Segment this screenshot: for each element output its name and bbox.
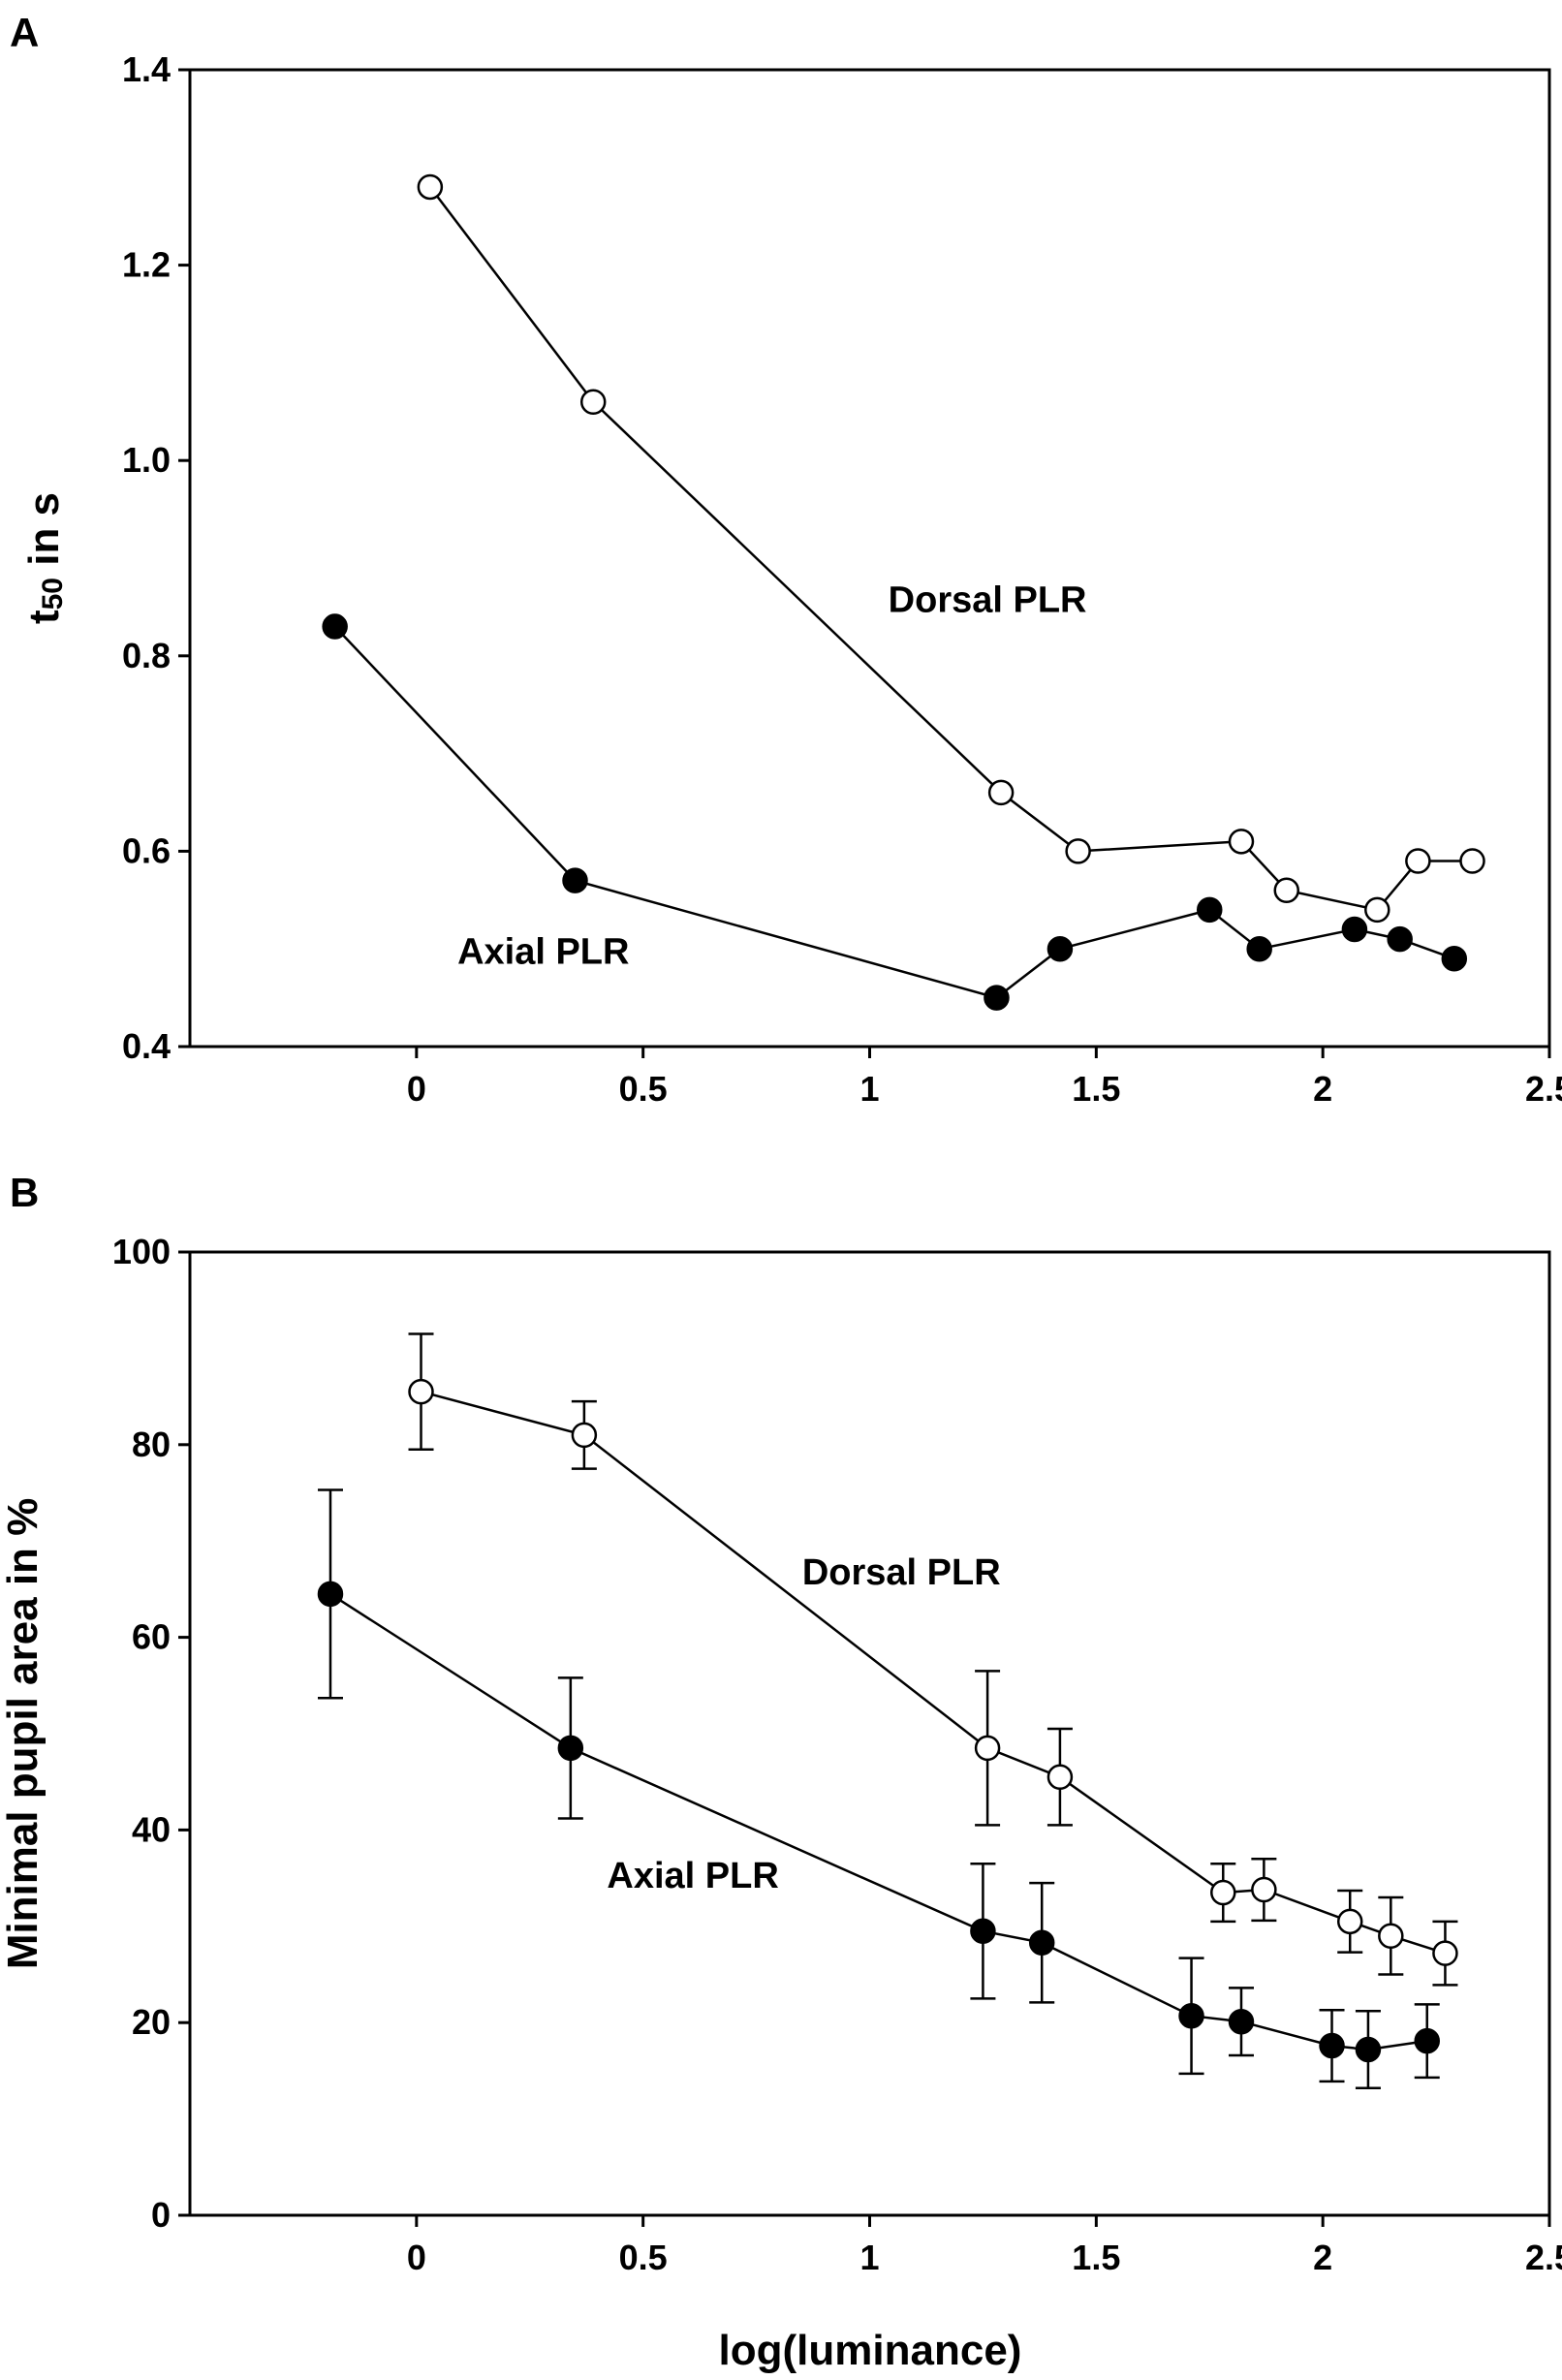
dorsal-plr-point: [987, 779, 1015, 806]
dorsal-plr-point: [1273, 877, 1300, 903]
axial-plr-point: [1387, 925, 1413, 953]
dorsal-plr-point: [974, 1735, 1001, 1762]
axial-plr-point: [970, 1918, 996, 1945]
x-tick-label: 1.5: [1072, 1069, 1120, 1109]
y-tick-label: 100: [112, 1232, 171, 1271]
dorsal-plr-point: [1336, 1908, 1363, 1935]
dorsal-plr-point: [1459, 848, 1485, 874]
axial-plr-point: [1441, 946, 1468, 972]
series-annotation: Axial PLR: [607, 1856, 778, 1896]
series-annotation: Axial PLR: [457, 931, 629, 972]
dorsal-plr-point: [1065, 838, 1091, 864]
x-tick-label: 1: [859, 1069, 879, 1109]
annotations-b: Dorsal PLR Axial PLR: [607, 1552, 1000, 1896]
axial-plr-point: [984, 985, 1010, 1011]
dorsal-plr-point: [408, 1378, 434, 1405]
x-tick-label: 0: [407, 2238, 426, 2277]
x-tick-label: 1.5: [1072, 2238, 1120, 2277]
dorsal-plr-point: [417, 173, 444, 201]
y-tick-label: 40: [132, 1809, 171, 1849]
x-axis-b: 0 0.5 1 1.5 2 2.5: [407, 2215, 1562, 2277]
annotations-a: Dorsal PLR Axial PLR: [457, 579, 1086, 972]
dorsal-plr-point: [579, 389, 607, 415]
x-tick-label: 0: [407, 1069, 426, 1109]
x-tick-label: 2: [1313, 1069, 1332, 1109]
y-axis-title-b: Minimal pupil area in %: [0, 1498, 47, 1970]
y-tick-label: 1.2: [122, 245, 171, 285]
dorsal-plr-point: [1378, 1923, 1404, 1949]
axial-plr-point: [1341, 916, 1368, 943]
axial-plr-point: [1178, 2002, 1204, 2029]
y-tick-label: 0.8: [122, 636, 171, 675]
axial-plr-point: [1228, 2008, 1255, 2035]
dorsal-plr-point: [1432, 1940, 1458, 1966]
axial-plr-point: [1246, 935, 1272, 962]
y-tick-label: 0.6: [122, 830, 171, 870]
dorsal-plr-point: [1047, 1764, 1074, 1790]
y-tick-label: 0: [151, 2195, 171, 2235]
dorsal-plr-line: [421, 1390, 1446, 1955]
dorsal-plr-point: [1251, 1876, 1277, 1903]
dorsal-plr-line: [428, 186, 1473, 912]
dorsal-plr-point: [1364, 896, 1390, 924]
axial-plr-point: [562, 867, 588, 893]
y-tick-label: 20: [132, 2002, 171, 2042]
y-tick-label: 60: [132, 1617, 171, 1657]
y-axis-title-a: t50 in s: [20, 492, 69, 624]
axial-plr-point: [1197, 896, 1223, 924]
dorsal-plr-point: [1228, 829, 1255, 855]
x-axis-title-b: log(luminance): [719, 2327, 1022, 2374]
x-tick-label: 2: [1313, 2238, 1332, 2277]
dorsal-plr-point: [1405, 848, 1431, 874]
dorsal-plr-point: [1210, 1879, 1236, 1906]
axial-plr-point: [1414, 2027, 1440, 2054]
axial-plr-point: [1028, 1929, 1055, 1956]
y-tick-label: 0.4: [122, 1026, 171, 1066]
axial-plr-point: [1319, 2032, 1345, 2059]
series-group-a: [322, 173, 1485, 1011]
panel-label-b: B: [10, 1170, 39, 1215]
x-tick-label: 0.5: [619, 1069, 668, 1109]
plot-frame-b: [188, 1250, 1551, 2217]
x-tick-label: 2.5: [1525, 2238, 1562, 2277]
x-axis-a: 0 0.5 1 1.5 2 2.5: [407, 1047, 1562, 1109]
plot-frame-a: [188, 68, 1551, 1049]
y-tick-label: 1.4: [122, 49, 171, 89]
y-tick-label: 1.0: [122, 440, 171, 480]
series-annotation: Dorsal PLR: [889, 579, 1087, 620]
y-tick-label: 80: [132, 1425, 171, 1464]
panel-a: A 0.4 0.6 0.8 1.0 1.2 1.4 0 0.5 1 1.5 2 2.5 t50 in…: [10, 10, 1562, 1109]
axial-plr-point: [1355, 2036, 1382, 2063]
axial-plr-point: [557, 1735, 584, 1762]
axial-plr-point: [317, 1581, 344, 1608]
x-tick-label: 0.5: [619, 2238, 668, 2277]
dorsal-plr-point: [571, 1422, 598, 1449]
panel-b: B 0 20 40 60 80 100 0 0.5 1 1.5 2 2.5 Minimal pupi…: [0, 1170, 1562, 2374]
y-axis-a: 0.4 0.6 0.8 1.0 1.2 1.4: [122, 49, 190, 1066]
y-axis-b: 0 20 40 60 80 100: [112, 1232, 190, 2235]
axial-plr-point: [322, 613, 348, 640]
x-tick-label: 1: [859, 2238, 879, 2277]
series-group-b: [317, 1332, 1458, 2090]
x-tick-label: 2.5: [1525, 1069, 1562, 1109]
panel-label-a: A: [10, 10, 39, 55]
series-annotation: Dorsal PLR: [802, 1552, 1001, 1593]
axial-plr-point: [1047, 935, 1074, 962]
